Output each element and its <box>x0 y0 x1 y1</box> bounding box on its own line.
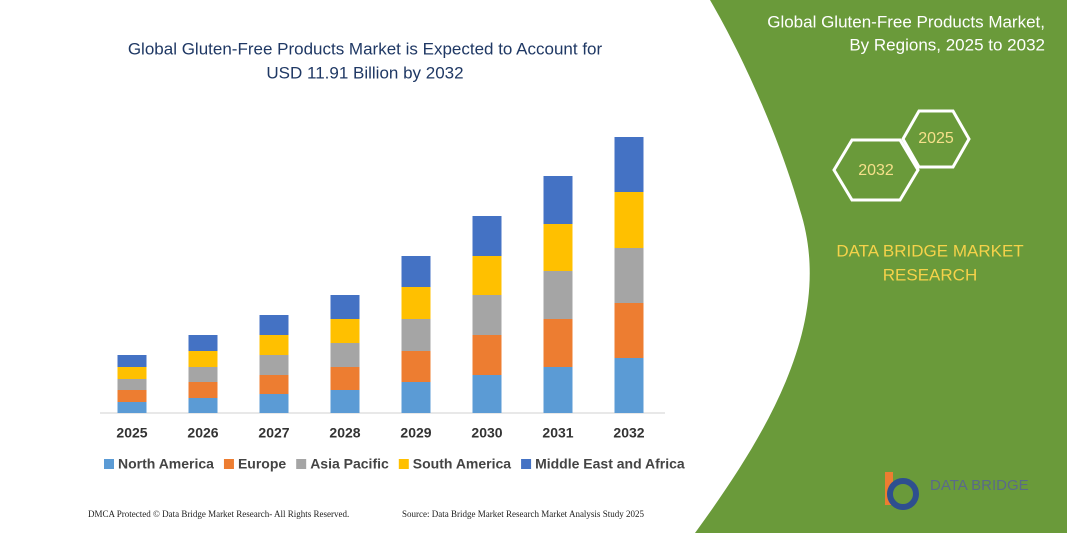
x-tick-label: 2029 <box>400 425 431 441</box>
x-tick-label: 2028 <box>329 425 360 441</box>
bar-segment <box>614 137 644 192</box>
chart-title: USD 11.91 Billion by 2032 <box>266 63 463 82</box>
bar-segment <box>117 402 147 413</box>
x-tick-label: 2025 <box>116 425 147 441</box>
bar-segment <box>472 335 502 375</box>
footer-text: Source: Data Bridge Market Research Mark… <box>402 509 644 519</box>
brand-text: DATA BRIDGE MARKET <box>836 241 1023 260</box>
bar-segment <box>117 390 147 402</box>
bar-segment <box>330 295 360 319</box>
legend-swatch <box>104 459 114 469</box>
bar-segment <box>401 319 431 351</box>
brand-text: RESEARCH <box>883 265 977 284</box>
hex-label: 2025 <box>918 130 954 147</box>
logo-text: DATA BRIDGE <box>930 477 1029 494</box>
logo-icon <box>887 478 919 510</box>
bar-segment <box>614 192 644 248</box>
hexagon <box>832 138 920 202</box>
bar-segment <box>117 367 147 379</box>
bar-segment <box>543 271 573 319</box>
bar-segment <box>259 375 289 394</box>
bar-segment <box>188 367 218 382</box>
bar-segment <box>614 248 644 303</box>
legend-swatch <box>296 459 307 469</box>
x-tick-label: 2031 <box>542 425 573 441</box>
x-tick-label: 2026 <box>187 425 218 441</box>
x-tick-label: 2030 <box>471 425 502 441</box>
bar-segment <box>543 176 573 224</box>
x-tick-label: 2032 <box>613 425 644 441</box>
chart-title: Global Gluten-Free Products Market is Ex… <box>128 39 603 58</box>
bar-segment <box>614 358 644 413</box>
legend-label: North America <box>118 456 214 472</box>
legend-swatch <box>398 459 409 469</box>
bar-segment <box>401 287 431 319</box>
bar-segment <box>614 303 644 358</box>
bar-segment <box>259 355 289 375</box>
footer-text: DMCA Protected © Data Bridge Market Rese… <box>88 509 349 519</box>
bar-segment <box>401 351 431 382</box>
bar-segment <box>117 379 147 390</box>
bar-segment <box>188 382 218 398</box>
legend-label: Middle East and Africa <box>535 456 685 472</box>
bar-segment <box>543 367 573 413</box>
bar-segment <box>188 335 218 351</box>
plot: 2025 2026 2027 2028 2029 2030 2031 2032 North Am… <box>104 137 685 472</box>
bar-segment <box>259 335 289 355</box>
bar-segment <box>543 319 573 367</box>
hexagon <box>901 109 971 169</box>
bar-segment <box>401 382 431 413</box>
hex-label: 2032 <box>858 162 894 179</box>
bar-segment <box>259 394 289 413</box>
bar-segment <box>401 256 431 287</box>
bar-segment <box>330 390 360 413</box>
legend-label: South America <box>413 456 511 472</box>
legend-swatch <box>521 459 532 469</box>
legend-swatch <box>223 459 234 469</box>
bar-segment <box>117 355 147 367</box>
legend-label: Europe <box>238 456 286 472</box>
x-tick-label: 2027 <box>258 425 289 441</box>
bar-segment <box>472 375 502 413</box>
bar-segment <box>543 224 573 271</box>
logo: DATA BRIDGE <box>885 472 1029 510</box>
bar-segment <box>330 343 360 367</box>
bar-segment <box>472 216 502 256</box>
legend-label: Asia Pacific <box>310 456 389 472</box>
panel-title: By Regions, 2025 to 2032 <box>849 35 1045 54</box>
bar-segment <box>330 367 360 390</box>
bar-segment <box>188 398 218 413</box>
bar-segment <box>259 315 289 335</box>
bar-segment <box>472 295 502 335</box>
panel-title: Global Gluten-Free Products Market, <box>767 12 1045 31</box>
bar-segment <box>188 351 218 367</box>
bar-segment <box>330 319 360 343</box>
green-panel <box>695 0 1067 533</box>
bar-segment <box>472 256 502 295</box>
